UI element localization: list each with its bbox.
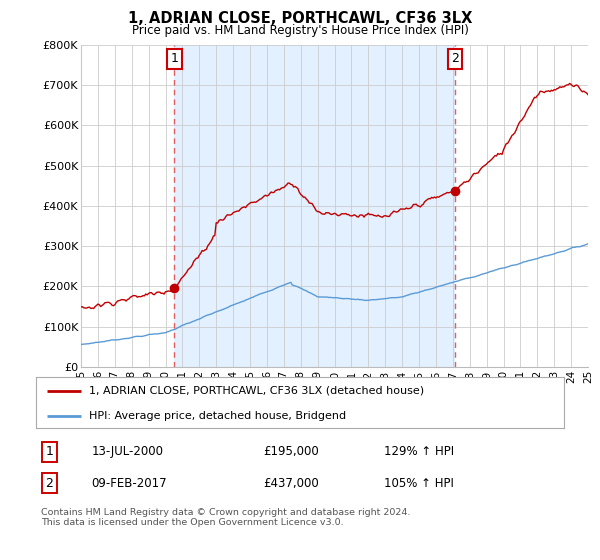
Text: 105% ↑ HPI: 105% ↑ HPI <box>385 477 454 490</box>
Text: 1: 1 <box>170 53 178 66</box>
Text: Price paid vs. HM Land Registry's House Price Index (HPI): Price paid vs. HM Land Registry's House … <box>131 24 469 36</box>
Text: 2: 2 <box>45 477 53 490</box>
Text: 2: 2 <box>451 53 458 66</box>
Text: Contains HM Land Registry data © Crown copyright and database right 2024.
This d: Contains HM Land Registry data © Crown c… <box>41 507 410 527</box>
Text: 1: 1 <box>45 445 53 459</box>
Text: HPI: Average price, detached house, Bridgend: HPI: Average price, detached house, Brid… <box>89 410 346 421</box>
Text: £195,000: £195,000 <box>263 445 319 459</box>
Text: £437,000: £437,000 <box>263 477 319 490</box>
Text: 13-JUL-2000: 13-JUL-2000 <box>91 445 163 459</box>
Text: 1, ADRIAN CLOSE, PORTHCAWL, CF36 3LX (detached house): 1, ADRIAN CLOSE, PORTHCAWL, CF36 3LX (de… <box>89 386 424 396</box>
Text: 1, ADRIAN CLOSE, PORTHCAWL, CF36 3LX: 1, ADRIAN CLOSE, PORTHCAWL, CF36 3LX <box>128 11 472 26</box>
Text: 129% ↑ HPI: 129% ↑ HPI <box>385 445 455 459</box>
Bar <box>175 45 455 367</box>
Text: 09-FEB-2017: 09-FEB-2017 <box>91 477 167 490</box>
